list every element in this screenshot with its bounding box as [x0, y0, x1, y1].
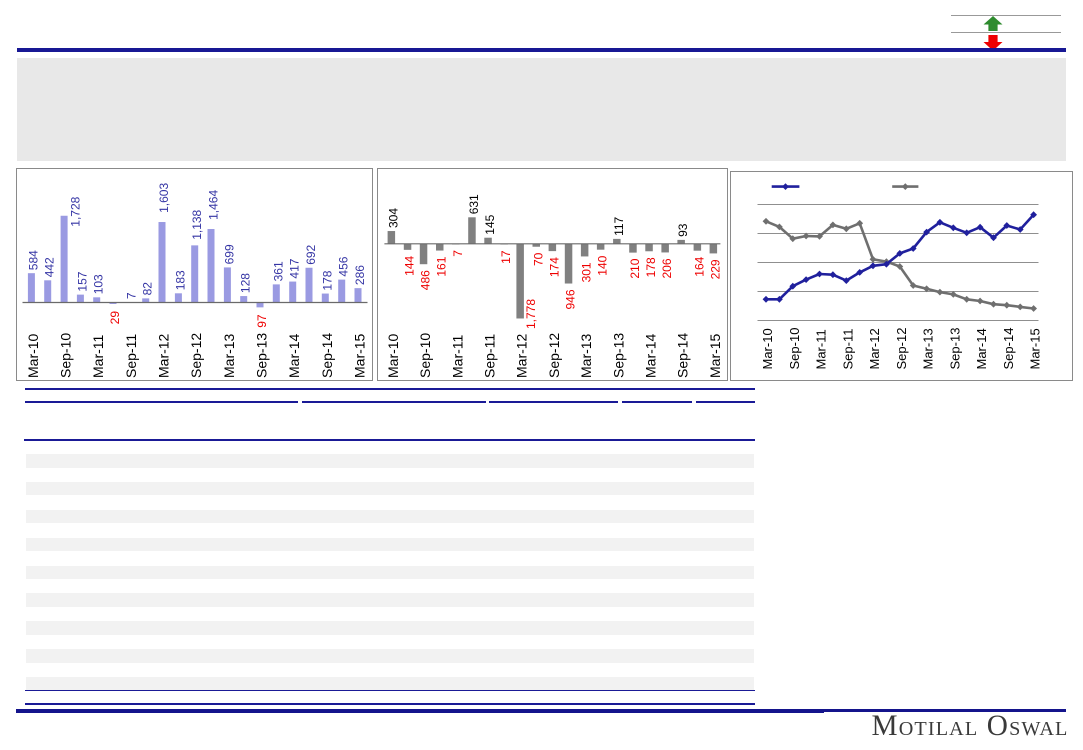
- svg-text:206: 206: [660, 258, 674, 278]
- svg-text:7: 7: [124, 292, 138, 299]
- svg-text:174: 174: [547, 257, 561, 277]
- svg-text:Mar-14: Mar-14: [286, 333, 302, 378]
- svg-text:Sep-11: Sep-11: [840, 329, 855, 370]
- svg-text:210: 210: [627, 258, 641, 278]
- svg-text:117: 117: [611, 216, 625, 235]
- svg-text:442: 442: [42, 257, 56, 277]
- svg-text:Mar-10: Mar-10: [760, 328, 775, 369]
- svg-text:140: 140: [595, 255, 609, 275]
- svg-text:145: 145: [483, 214, 497, 234]
- svg-text:1,603: 1,603: [156, 183, 170, 213]
- svg-text:692: 692: [304, 244, 318, 264]
- svg-text:1,778: 1,778: [523, 299, 537, 329]
- svg-text:Sep-13: Sep-13: [947, 328, 962, 370]
- svg-text:Sep-14: Sep-14: [318, 333, 334, 378]
- svg-text:Sep-12: Sep-12: [188, 333, 204, 378]
- svg-text:178: 178: [644, 257, 658, 277]
- svg-text:144: 144: [402, 255, 416, 275]
- svg-text:Mar-14: Mar-14: [642, 333, 658, 378]
- svg-text:157: 157: [75, 271, 89, 291]
- svg-text:229: 229: [708, 259, 722, 279]
- svg-text:304: 304: [386, 208, 400, 228]
- svg-text:Sep-12: Sep-12: [545, 333, 561, 378]
- svg-text:164: 164: [692, 256, 706, 276]
- svg-text:361: 361: [271, 261, 285, 281]
- svg-text:Mar-12: Mar-12: [513, 333, 529, 378]
- svg-text:1,728: 1,728: [68, 196, 82, 226]
- svg-text:Mar-11: Mar-11: [90, 334, 106, 378]
- svg-text:631: 631: [466, 194, 480, 214]
- svg-text:Mar-10: Mar-10: [24, 333, 40, 378]
- svg-text:Mar-15: Mar-15: [351, 333, 367, 378]
- svg-text:Mar-13: Mar-13: [920, 328, 935, 369]
- svg-text:Mar-12: Mar-12: [155, 333, 171, 378]
- svg-text:17: 17: [499, 250, 513, 264]
- svg-text:286: 286: [353, 265, 367, 285]
- svg-text:Mar-11: Mar-11: [813, 329, 828, 369]
- svg-text:1,464: 1,464: [206, 190, 220, 220]
- svg-text:456: 456: [336, 256, 350, 276]
- svg-text:7: 7: [450, 250, 464, 257]
- svg-text:Mar-15: Mar-15: [706, 333, 722, 378]
- svg-text:103: 103: [91, 274, 105, 294]
- svg-text:Mar-10: Mar-10: [384, 333, 400, 378]
- svg-text:Sep-14: Sep-14: [1000, 328, 1015, 370]
- svg-text:Sep-10: Sep-10: [57, 333, 73, 378]
- svg-text:Sep-10: Sep-10: [786, 328, 801, 370]
- svg-text:Sep-13: Sep-13: [610, 333, 626, 378]
- svg-text:946: 946: [563, 289, 577, 309]
- svg-text:Sep-11: Sep-11: [122, 334, 138, 378]
- svg-text:Mar-14: Mar-14: [974, 328, 989, 369]
- svg-text:29: 29: [108, 311, 122, 325]
- svg-text:161: 161: [434, 256, 448, 276]
- svg-text:Mar-13: Mar-13: [220, 333, 236, 378]
- svg-text:70: 70: [531, 252, 545, 266]
- svg-text:Mar-12: Mar-12: [867, 328, 882, 369]
- svg-text:699: 699: [222, 244, 236, 264]
- svg-text:Mar-11: Mar-11: [449, 334, 465, 378]
- svg-text:301: 301: [579, 262, 593, 282]
- svg-text:183: 183: [173, 270, 187, 290]
- svg-text:584: 584: [26, 250, 40, 270]
- svg-text:Sep-13: Sep-13: [253, 333, 269, 378]
- svg-text:Sep-12: Sep-12: [893, 328, 908, 370]
- svg-text:Sep-10: Sep-10: [417, 333, 433, 378]
- svg-text:128: 128: [238, 273, 252, 293]
- svg-text:97: 97: [255, 314, 269, 328]
- svg-text:Sep-11: Sep-11: [481, 334, 497, 378]
- svg-text:Mar-13: Mar-13: [578, 333, 594, 378]
- svg-text:82: 82: [140, 282, 154, 296]
- svg-text:178: 178: [320, 270, 334, 290]
- svg-text:Sep-14: Sep-14: [674, 333, 690, 378]
- svg-text:486: 486: [418, 270, 432, 290]
- svg-text:93: 93: [676, 223, 690, 237]
- svg-text:1,138: 1,138: [190, 209, 204, 239]
- svg-text:417: 417: [287, 258, 301, 278]
- svg-text:Mar-15: Mar-15: [1027, 328, 1042, 369]
